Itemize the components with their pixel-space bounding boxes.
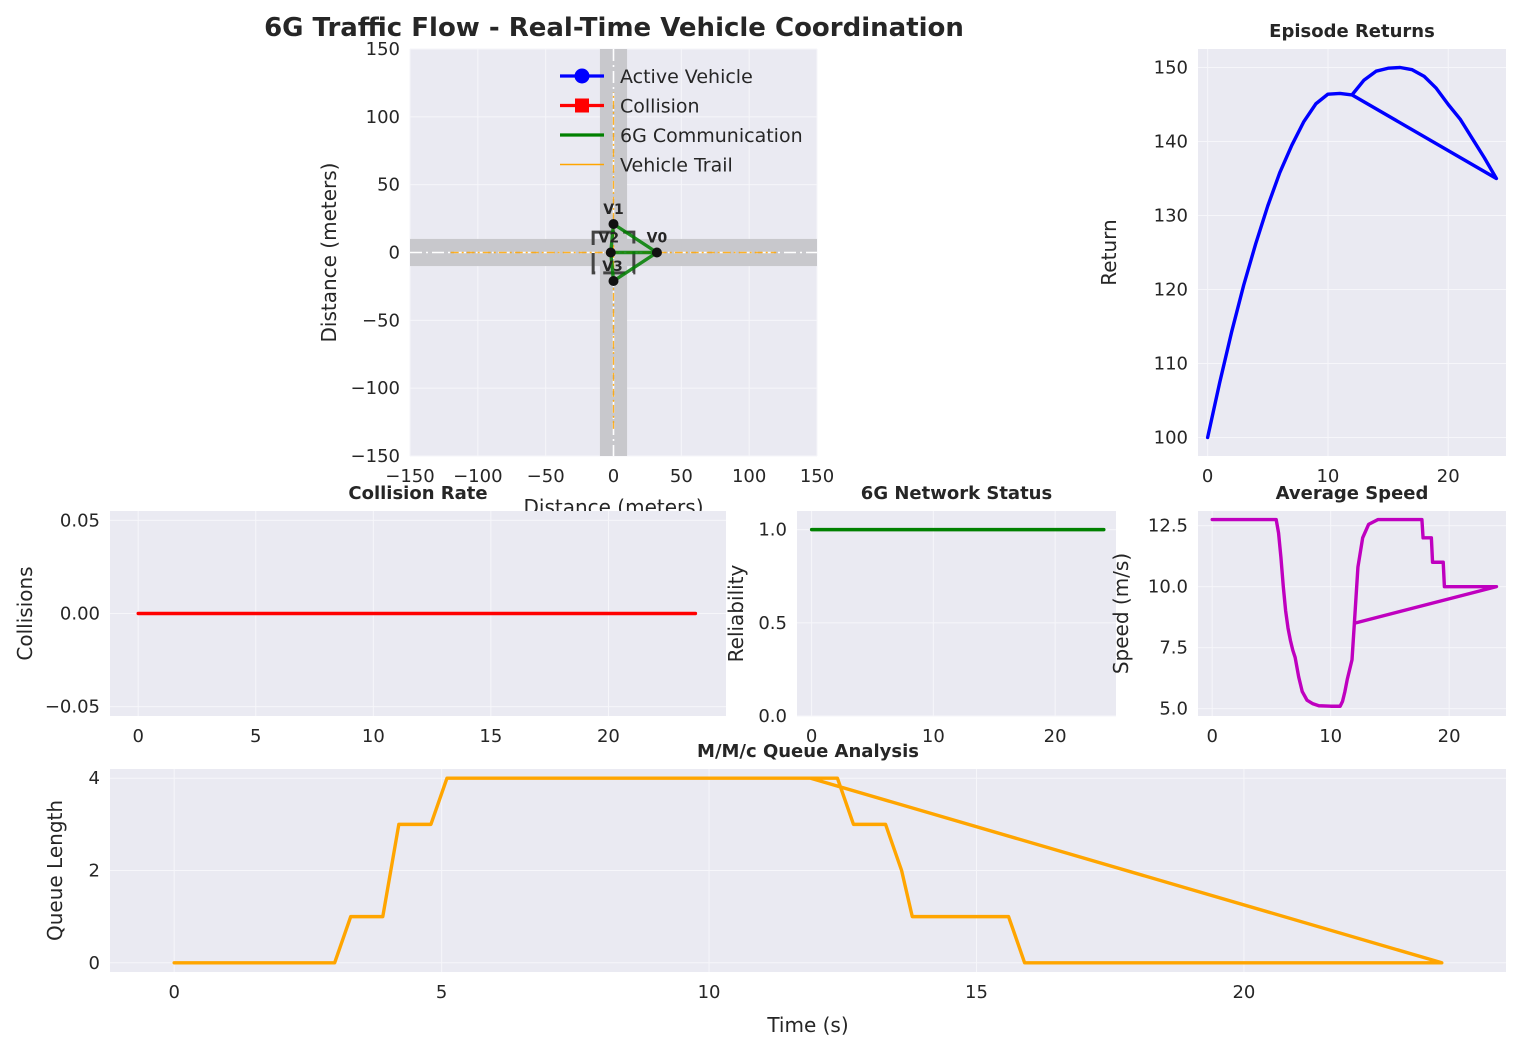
- y-tick-label: 7.5: [1159, 638, 1188, 659]
- y-axis-label: Queue Length: [43, 800, 67, 941]
- x-tick-label: −150: [385, 466, 434, 487]
- x-tick-label: 10: [1319, 726, 1342, 747]
- x-tick-label: 20: [597, 726, 620, 747]
- x-tick-label: 0: [132, 726, 143, 747]
- x-tick-label: −100: [453, 466, 502, 487]
- x-tick-label: 10: [362, 726, 385, 747]
- y-tick-label: −0.05: [45, 697, 100, 718]
- average-speed-panel: 0 10 20 5.0 7.5 10.0 12.5 Average Speed Speed (m…: [1109, 483, 1506, 747]
- x-tick-label: 15: [965, 982, 988, 1003]
- y-tick-label: 100: [366, 107, 400, 128]
- x-tick-label: 20: [1044, 726, 1067, 747]
- panel-title: Collision Rate: [348, 483, 487, 504]
- y-tick-label: 4: [89, 768, 100, 789]
- y-tick-label: 12.5: [1148, 516, 1188, 537]
- y-tick-label: 0: [89, 953, 100, 974]
- y-axis-label: Distance (meters): [317, 163, 341, 343]
- y-tick-label: 5.0: [1159, 699, 1188, 720]
- x-tick-label: 0: [1202, 466, 1213, 487]
- communication-link: [612, 222, 658, 254]
- y-tick-label: 110: [1154, 354, 1188, 375]
- episode-returns-panel: 0 10 20 100 110 120 130 140 150 Episode Returns Re…: [1097, 21, 1506, 487]
- legend-entry-label: 6G Communication: [620, 125, 803, 147]
- network-status-panel: 0 10 20 0.0 0.5 1.0 6G Network Status Reliabili…: [724, 483, 1116, 747]
- x-tick-label: 20: [1437, 466, 1460, 487]
- plot-area: [797, 511, 1116, 716]
- x-tick-label: 0: [806, 726, 817, 747]
- x-tick-label: 100: [732, 466, 766, 487]
- y-tick-label: 1.0: [758, 520, 787, 541]
- y-tick-label: −100: [351, 378, 400, 399]
- y-tick-label: 10.0: [1148, 577, 1188, 598]
- legend-entry-label: Collision: [620, 96, 700, 118]
- y-tick-label: 50: [377, 175, 400, 196]
- y-tick-label: 150: [366, 39, 400, 60]
- y-tick-label: 140: [1154, 132, 1188, 153]
- x-tick-label: −50: [527, 466, 565, 487]
- x-tick-label: 150: [800, 466, 834, 487]
- x-tick-label: 20: [1438, 726, 1461, 747]
- y-tick-label: 0.00: [60, 604, 100, 625]
- panel-title: Episode Returns: [1269, 21, 1435, 42]
- legend-swatch-marker: [574, 68, 590, 84]
- x-tick-label: 0: [1206, 726, 1217, 747]
- vehicle-marker: [605, 247, 616, 258]
- y-tick-label: 100: [1154, 428, 1188, 449]
- x-tick-label: 0: [608, 466, 619, 487]
- plot-area: [1198, 49, 1506, 456]
- legend-entry-label: Active Vehicle: [620, 66, 753, 88]
- y-tick-label: −150: [351, 446, 400, 467]
- panel-title: M/M/c Queue Analysis: [697, 741, 919, 762]
- speed-series-line: [1210, 517, 1499, 708]
- queue-analysis-panel: 0 5 10 15 20 0 2 4 M/M/c Queue Analysis Queue Len…: [43, 741, 1506, 1037]
- legend-swatch-marker: [575, 98, 589, 113]
- x-tick-label: 50: [670, 466, 693, 487]
- legend-entry-label: Vehicle Trail: [620, 155, 733, 177]
- y-axis-label: Reliability: [724, 564, 748, 662]
- y-tick-label: 150: [1154, 58, 1188, 79]
- y-tick-label: 0.5: [758, 613, 787, 634]
- vehicle-marker: [651, 247, 662, 258]
- vehicle-marker: [608, 219, 619, 230]
- y-tick-label: −50: [362, 310, 400, 331]
- y-axis-label: Speed (m/s): [1109, 553, 1133, 674]
- y-axis-label: Collisions: [13, 566, 37, 660]
- y-axis-label: Return: [1097, 219, 1121, 285]
- queue-series-line: [172, 776, 1444, 965]
- panel-title: 6G Network Status: [861, 483, 1052, 504]
- x-tick-label: 5: [436, 982, 447, 1003]
- vehicle-label: V1: [603, 202, 624, 218]
- x-tick-label: 15: [479, 726, 502, 747]
- y-tick-label: 120: [1154, 280, 1188, 301]
- x-tick-label: 10: [922, 726, 945, 747]
- collision-rate-panel: 0 5 10 15 20 −0.05 0.00 0.05 Collision Rate Colli…: [13, 483, 726, 747]
- communication-link: [612, 251, 658, 283]
- panel-title: Average Speed: [1276, 483, 1429, 504]
- y-tick-label: 0.0: [758, 706, 787, 727]
- returns-series-line: [1205, 65, 1499, 440]
- vehicle-label: V2: [598, 231, 619, 247]
- x-tick-label: 0: [168, 982, 179, 1003]
- traffic-title: 6G Traffic Flow - Real-Time Vehicle Coor…: [264, 13, 964, 43]
- x-axis-label: Time (s): [766, 1013, 848, 1037]
- plot-area: [1198, 511, 1506, 716]
- y-tick-label: 0: [389, 243, 400, 264]
- vehicle-label: V3: [602, 259, 623, 275]
- y-tick-label: 0.05: [60, 510, 100, 531]
- x-tick-label: 10: [698, 982, 721, 1003]
- x-tick-label: 5: [250, 726, 261, 747]
- vehicle-label: V0: [647, 231, 668, 247]
- y-tick-label: 2: [89, 861, 100, 882]
- x-tick-label: 20: [1232, 982, 1255, 1003]
- traffic-panel: −150 −100 −50 0 50 100 150 −150 −100 −50 0 50 100 150…: [317, 39, 834, 519]
- y-tick-label: 130: [1154, 206, 1188, 227]
- x-tick-label: 10: [1316, 466, 1339, 487]
- vehicle-marker: [608, 275, 619, 286]
